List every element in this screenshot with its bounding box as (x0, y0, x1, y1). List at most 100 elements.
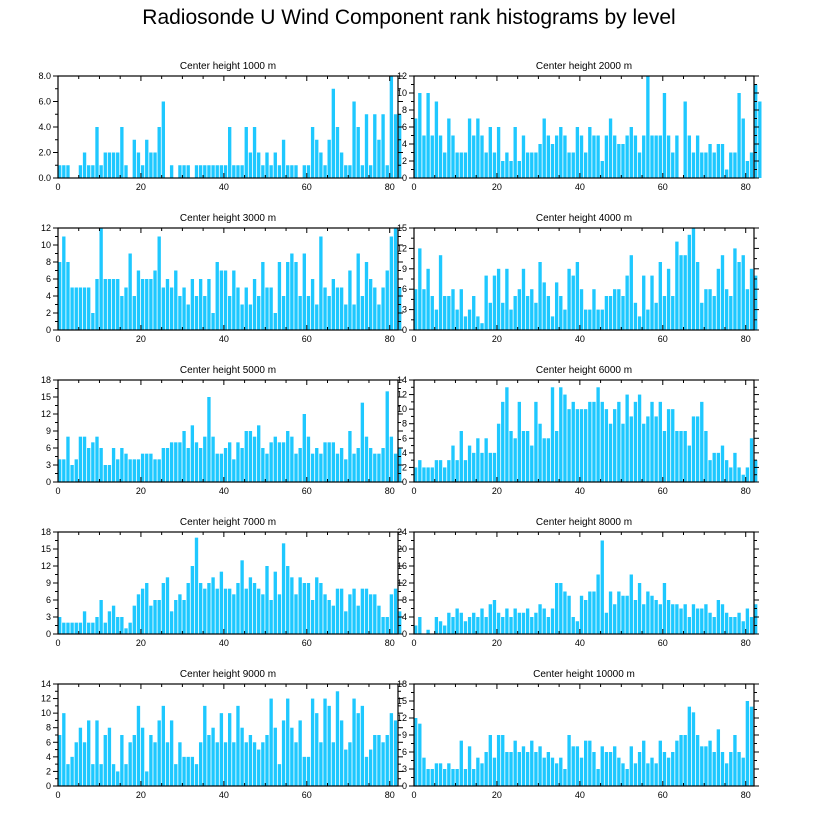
bar (505, 608, 509, 634)
bar (741, 255, 745, 330)
bar (281, 442, 286, 482)
x-tick-label: 60 (302, 334, 312, 344)
bar (232, 594, 236, 634)
bar (228, 713, 232, 786)
bar (613, 604, 617, 634)
bar (153, 152, 157, 178)
bar (463, 460, 468, 482)
bar (447, 460, 451, 482)
bar (248, 304, 253, 330)
bar (389, 436, 394, 482)
y-tick-label: 0 (402, 629, 407, 639)
bar (219, 571, 224, 634)
bar (729, 617, 733, 634)
bar (492, 757, 497, 786)
bar (447, 612, 451, 634)
bar (629, 416, 633, 482)
bar (169, 287, 174, 330)
x-tick-label: 40 (575, 790, 585, 800)
bar (683, 255, 687, 330)
bar (546, 752, 551, 786)
bar (704, 152, 708, 178)
bar (389, 76, 394, 178)
bar (521, 135, 526, 178)
bar (364, 114, 369, 178)
bar (124, 165, 128, 178)
bar (447, 118, 451, 178)
bar (215, 165, 219, 178)
x-tick-label: 0 (55, 790, 60, 800)
bar (575, 127, 580, 178)
bar (579, 289, 584, 330)
bar (687, 234, 692, 330)
bar (625, 275, 629, 330)
bar (344, 459, 348, 482)
y-tick-label: 2 (402, 462, 407, 472)
bar (223, 270, 228, 330)
bar (613, 135, 617, 178)
bar (381, 617, 385, 634)
bar (120, 448, 124, 482)
bar (286, 698, 290, 786)
x-tick-label: 60 (658, 334, 668, 344)
bar (165, 448, 170, 482)
bar (240, 560, 244, 634)
bar (136, 459, 141, 482)
bar (496, 735, 501, 786)
bar-series (414, 540, 758, 634)
bar (592, 289, 596, 330)
bar (257, 425, 261, 482)
bar (240, 165, 244, 178)
bar (58, 735, 62, 786)
bar (111, 279, 116, 330)
bar (215, 453, 219, 482)
bar (294, 165, 298, 178)
bar (298, 577, 302, 634)
bar (447, 296, 451, 330)
bar (261, 742, 265, 786)
bar (273, 313, 277, 330)
bar (356, 605, 360, 634)
bar (675, 241, 679, 330)
x-tick-label: 80 (385, 638, 395, 648)
bar (265, 152, 269, 178)
bar (194, 296, 199, 330)
bar (554, 583, 559, 634)
bar (716, 144, 721, 178)
bar (724, 763, 729, 786)
bar (178, 594, 182, 634)
bar (538, 423, 542, 482)
bar (745, 467, 750, 482)
y-tick-label: 8 (402, 595, 407, 605)
bar (149, 453, 153, 482)
bar (712, 752, 716, 786)
x-tick-label: 40 (575, 182, 585, 192)
bar (82, 742, 87, 786)
panel-3: Center height 3000 m 0 20 40 60 80 0 2 4 6 8 10 12 (41, 213, 403, 344)
bar (662, 752, 667, 786)
bar (559, 757, 563, 786)
bar (186, 304, 190, 330)
x-tick-label: 60 (658, 182, 668, 192)
bar-series (414, 76, 762, 178)
bar (103, 465, 107, 482)
y-tick-label: 9 (46, 578, 51, 588)
bar (579, 135, 584, 178)
bar (476, 617, 480, 634)
bar (335, 127, 340, 178)
bar (145, 139, 149, 178)
bar (451, 769, 455, 786)
bar (459, 740, 463, 786)
bar (236, 287, 240, 330)
bar (136, 152, 141, 178)
bar (78, 727, 83, 786)
bar (501, 617, 505, 634)
bar (455, 152, 459, 178)
bar (613, 409, 617, 482)
y-tick-label: 12 (397, 71, 407, 81)
bar (128, 459, 132, 482)
bar (335, 588, 340, 634)
bar (476, 118, 480, 178)
bar (463, 769, 468, 786)
bar (488, 735, 492, 786)
